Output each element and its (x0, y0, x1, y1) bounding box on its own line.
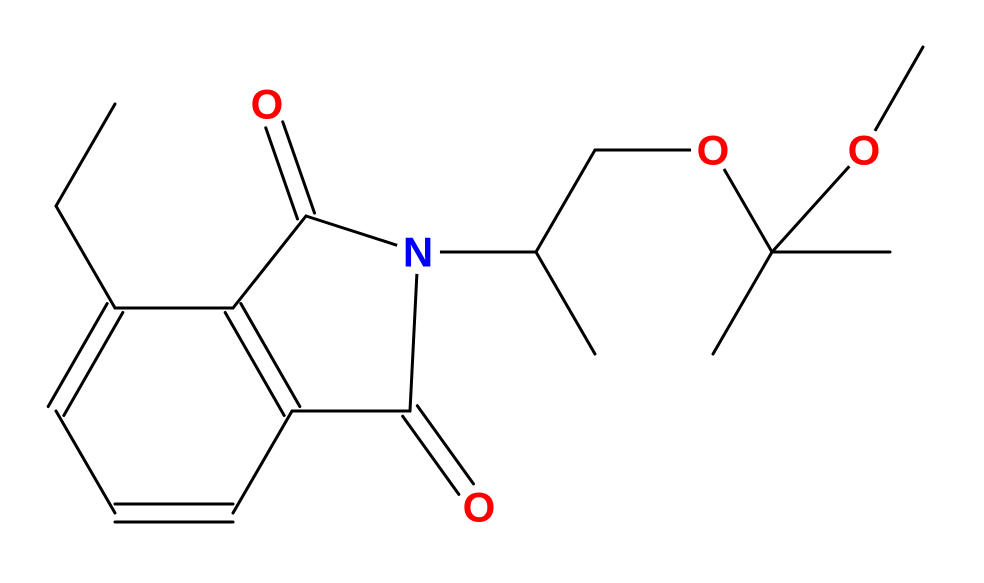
bond (403, 416, 459, 494)
atom-label-o: O (697, 127, 730, 174)
bond (410, 274, 417, 411)
bond (56, 411, 115, 513)
bonds-layer (48, 47, 923, 522)
molecule-diagram: O O N O O (0, 0, 984, 583)
bond (875, 47, 923, 131)
bond (536, 252, 595, 354)
bond (306, 216, 397, 245)
atom-label-n: N (403, 229, 433, 276)
bond (772, 166, 849, 252)
atom-label-o: O (463, 484, 496, 531)
bond (233, 216, 306, 308)
bond (417, 406, 473, 484)
bond (56, 104, 115, 206)
bond (283, 122, 315, 213)
bond (536, 150, 595, 252)
bond (56, 206, 115, 308)
atom-label-o: O (251, 81, 284, 128)
atom-label-o: O (848, 127, 881, 174)
bond (713, 252, 772, 354)
bond (233, 411, 292, 513)
bond (724, 169, 772, 252)
bond (266, 128, 298, 219)
